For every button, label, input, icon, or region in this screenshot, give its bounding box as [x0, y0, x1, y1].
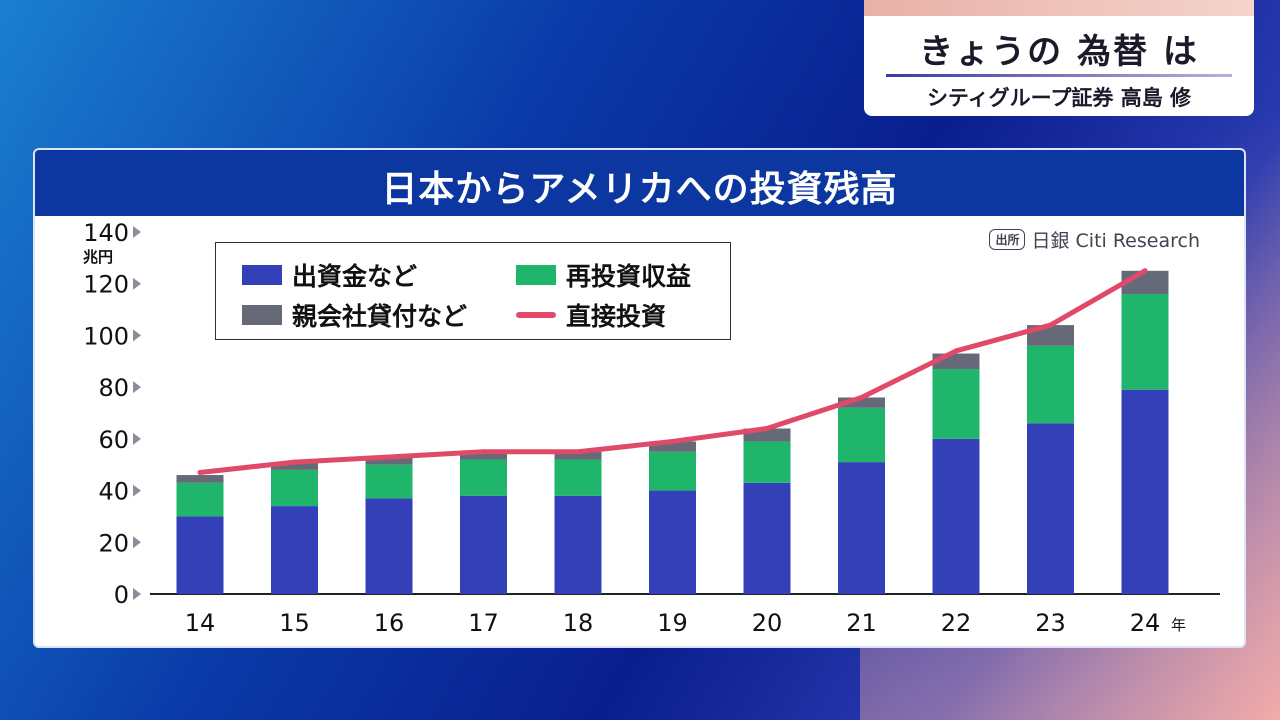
legend-item-direct: 直接投資 [516, 297, 666, 333]
y-tick-label: 0 [114, 581, 129, 609]
bar-segment-equity [649, 490, 696, 594]
x-axis-unit: 年 [1171, 616, 1186, 634]
bar-segment-equity [271, 506, 318, 594]
y-tick-arrow [133, 381, 141, 394]
y-tick-label: 20 [98, 529, 129, 557]
y-tick-arrow [133, 536, 141, 549]
y-axis-unit: 兆円 [83, 248, 113, 266]
bar-segment-loans [838, 397, 885, 408]
legend-swatch-reinvest [516, 265, 556, 285]
y-tick-arrow [133, 277, 141, 290]
bar-segment-reinvest [838, 407, 885, 463]
legend-item-reinvest: 再投資収益 [516, 257, 691, 293]
header-divider [886, 74, 1232, 77]
line-point-direct [953, 348, 959, 354]
bar-segment-equity [460, 495, 507, 594]
bar-segment-reinvest [271, 469, 318, 507]
source-badge: 出所 [989, 229, 1026, 250]
bar-segment-reinvest [365, 464, 413, 499]
x-tick-label: 19 [657, 609, 688, 637]
bar-segment-reinvest [1121, 294, 1169, 390]
y-tick-arrow [133, 432, 141, 445]
line-point-direct [1142, 268, 1148, 274]
legend-swatch-loans [242, 305, 282, 325]
bar-segment-reinvest [743, 441, 791, 483]
commentator-name: シティグループ証券 高島 修 [926, 86, 1192, 110]
line-point-direct [197, 469, 203, 475]
source-credit: 出所 日銀 Citi Research [989, 226, 1200, 253]
y-tick-label: 100 [83, 322, 129, 350]
line-point-direct [670, 438, 675, 444]
header-accent-strip [864, 0, 1254, 16]
bar-segment-loans [649, 441, 696, 452]
x-tick-label: 14 [185, 609, 216, 637]
bar-segment-loans [271, 462, 318, 470]
bar-segment-loans [460, 451, 507, 460]
x-tick-label: 23 [1035, 609, 1066, 637]
bar-segment-reinvest [932, 369, 980, 439]
line-point-direct [764, 426, 770, 432]
y-tick-arrow [133, 329, 141, 342]
x-tick-label: 16 [374, 609, 405, 637]
chart-panel: 日本からアメリカへの投資残高 出所 日銀 Citi Research 0 20 40… [33, 148, 1246, 648]
chart-title: 日本からアメリカへの投資残高 [381, 169, 898, 210]
line-point-direct [1048, 322, 1053, 328]
x-tick-label: 22 [941, 609, 972, 637]
y-tick-arrow [133, 226, 141, 238]
bar-segment-reinvest [176, 482, 224, 517]
bar-segment-equity [1027, 423, 1074, 594]
bar-segment-equity [932, 438, 980, 594]
segment-header: きょうの 為替 は シティグループ証券 高島 修 [864, 0, 1254, 116]
bar-segment-equity [554, 495, 602, 594]
legend-item-loans: 親会社貸付など [242, 297, 467, 333]
y-tick-label: 60 [98, 426, 129, 454]
line-point-direct [575, 449, 581, 455]
x-tick-label: 18 [563, 609, 594, 637]
bar-segment-loans [176, 475, 224, 483]
legend-label-reinvest: 再投資収益 [566, 262, 692, 291]
line-point-direct [481, 449, 486, 455]
line-point-direct [292, 459, 297, 465]
x-tick-label: 20 [752, 609, 783, 637]
y-tick-label: 140 [83, 219, 129, 247]
bar-segment-reinvest [1027, 345, 1074, 424]
x-tick-label: 15 [279, 609, 310, 637]
legend-label-loans: 親会社貸付など [292, 302, 468, 331]
y-tick-label: 80 [98, 374, 129, 402]
y-tick-label: 120 [83, 271, 129, 299]
bar-segment-equity [743, 482, 791, 594]
source-text: 日銀 Citi Research [1031, 230, 1200, 252]
x-tick-label: 24 [1130, 609, 1161, 637]
legend-label-direct: 直接投資 [566, 302, 667, 331]
bar-segment-loans [365, 456, 413, 465]
line-point-direct [386, 454, 392, 460]
x-tick-label: 17 [468, 609, 499, 637]
y-tick-arrow [133, 484, 141, 497]
bar-segment-reinvest [554, 459, 602, 496]
bar-segment-equity [838, 462, 885, 594]
bar-segment-loans [554, 451, 602, 460]
legend-label-equity: 出資金など [292, 262, 418, 291]
bar-segment-equity [365, 498, 413, 594]
chart-legend: 出資金など 再投資収益 親会社貸付など 直接投資 [215, 242, 731, 340]
y-tick-label: 40 [98, 478, 129, 506]
legend-item-equity: 出資金など [242, 257, 417, 293]
bar-segment-reinvest [649, 451, 696, 491]
y-tick-arrow [133, 588, 141, 600]
line-point-direct [859, 394, 864, 400]
bar-segment-equity [176, 516, 224, 594]
chart-title-bar: 日本からアメリカへの投資残高 [35, 150, 1244, 216]
legend-swatch-direct [516, 312, 556, 318]
x-tick-label: 21 [846, 609, 877, 637]
legend-swatch-equity [242, 265, 282, 285]
bar-segment-equity [1121, 389, 1169, 594]
bar-segment-reinvest [460, 459, 507, 496]
segment-title: きょうの 為替 は [919, 32, 1199, 72]
